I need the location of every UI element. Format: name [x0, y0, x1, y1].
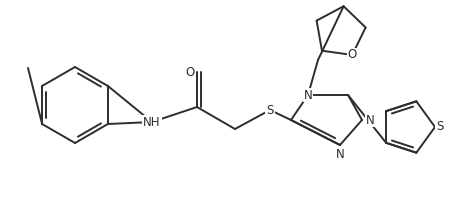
Text: NH: NH — [143, 115, 161, 129]
Text: S: S — [266, 104, 274, 116]
Text: O: O — [185, 66, 195, 78]
Text: S: S — [436, 121, 444, 133]
Text: N: N — [336, 148, 344, 162]
Text: O: O — [347, 49, 357, 61]
Text: N: N — [365, 113, 374, 127]
Text: N: N — [304, 89, 312, 102]
